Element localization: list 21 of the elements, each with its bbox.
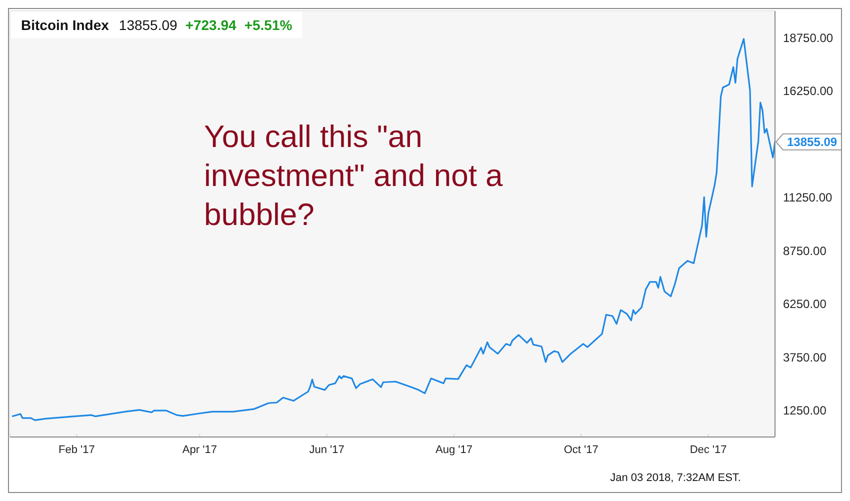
x-tick-label: Apr '17 <box>182 444 217 456</box>
x-tick-label: Aug '17 <box>436 444 472 456</box>
x-tick-label: Oct '17 <box>564 444 598 456</box>
x-tick-label: Feb '17 <box>58 444 95 456</box>
y-tick-label: 18750.00 <box>783 30 834 45</box>
chart-title: Bitcoin Index <box>21 17 109 33</box>
y-tick-label: 6250.00 <box>783 297 827 312</box>
x-tick-label: Jun '17 <box>309 444 344 456</box>
y-tick-label: 16250.00 <box>783 84 834 98</box>
annotation: +5.51% <box>244 17 292 33</box>
y-tick-label: 3750.00 <box>783 350 827 364</box>
annotation: +723.94 <box>185 17 236 33</box>
annotation: 13855.09 <box>118 17 178 33</box>
line-series <box>11 38 775 421</box>
y-tick-label: 8750.00 <box>783 244 827 258</box>
annotation: You call this "an investment" and not a bubble? <box>204 118 504 234</box>
y-tick-label: 1250.00 <box>783 404 827 418</box>
data-label: 13855.09 <box>787 134 838 149</box>
y-tick-label: 11250.00 <box>783 190 832 205</box>
x-tick-label: Dec '17 <box>690 444 727 456</box>
text: Jan 03 2018, 7:32AM EST. <box>610 472 741 484</box>
